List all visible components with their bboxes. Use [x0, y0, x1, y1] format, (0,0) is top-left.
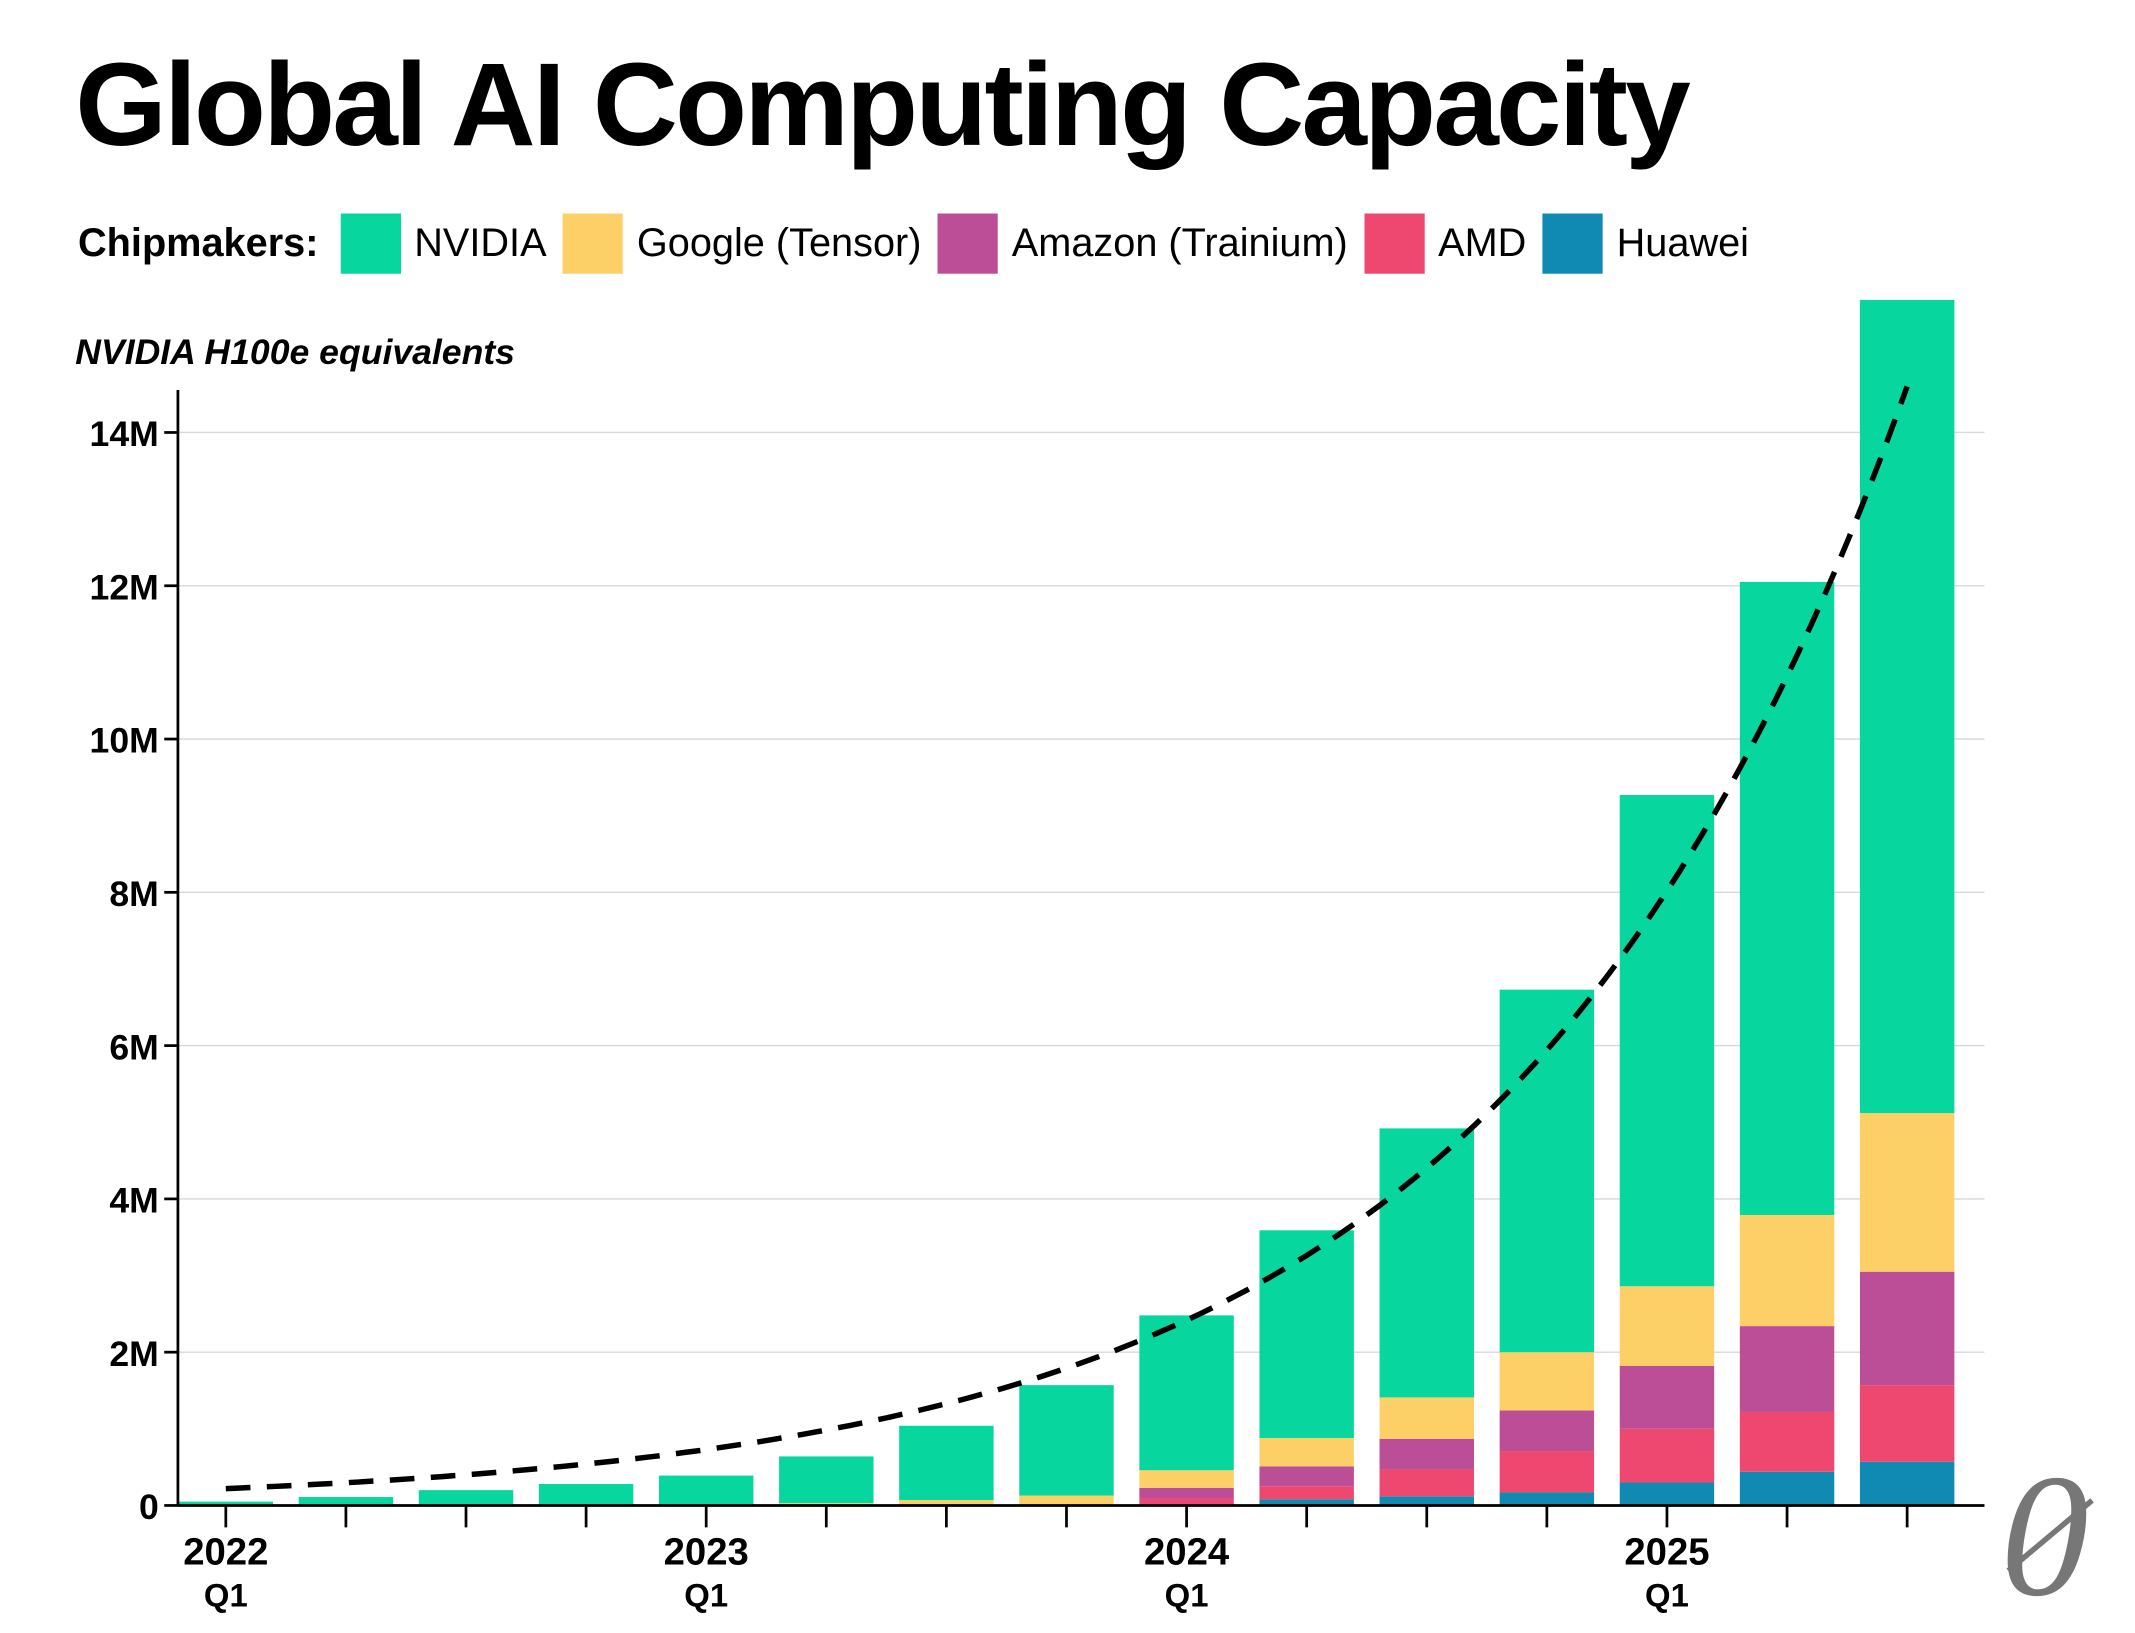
- legend-item: Huawei: [1542, 213, 1750, 274]
- legend-item: AMD: [1364, 213, 1527, 274]
- legend-text: AMD: [1438, 221, 1527, 265]
- bar-segment-amazon-trainium: [1859, 1271, 1955, 1386]
- legend-text: Huawei: [1616, 221, 1750, 265]
- y-tick-label: 14M: [90, 414, 159, 454]
- legend-swatch: [937, 213, 999, 274]
- legend-text: Amazon (Trainium): [1011, 221, 1348, 265]
- bar-segment-nvidia: [1739, 581, 1835, 1215]
- x-tick-label-year: 2025: [1624, 1530, 1709, 1573]
- y-tick-label: 12M: [90, 567, 159, 607]
- bar-segment-huawei: [1739, 1471, 1835, 1506]
- bar-segment-amazon-trainium: [1139, 1487, 1234, 1499]
- y-axis-unit-label: NVIDIA H100e equivalents: [75, 331, 515, 373]
- y-tick-label: 10M: [90, 721, 159, 761]
- legend-item: Google (Tensor): [562, 213, 922, 274]
- x-tick-label-year: 2024: [1144, 1530, 1230, 1573]
- bar-segment-nvidia: [1499, 989, 1595, 1353]
- bar-segment-amazon-trainium: [1259, 1466, 1354, 1487]
- chart-title: Global AI Computing Capacity: [75, 39, 1690, 172]
- x-tick-label-year: 2022: [183, 1530, 268, 1573]
- legend-swatch: [562, 213, 624, 274]
- y-tick-label: 0: [139, 1487, 159, 1527]
- bar-segment-google-tensor: [1019, 1495, 1114, 1506]
- bar-segment-nvidia: [779, 1456, 874, 1504]
- bar-segment-huawei: [1499, 1492, 1595, 1506]
- bar-segment-google-tensor: [1859, 1113, 1955, 1272]
- bar-segment-nvidia: [899, 1425, 994, 1501]
- bar-segment-google-tensor: [1499, 1352, 1595, 1411]
- trend-line: [225, 385, 1910, 1492]
- x-tick-label-quarter: Q1: [1165, 1577, 1209, 1614]
- bar-segment-amazon-trainium: [1739, 1326, 1835, 1412]
- bar-segment-amazon-trainium: [1499, 1410, 1595, 1452]
- bar-segment-amd: [1739, 1411, 1835, 1472]
- bar-segment-amd: [1259, 1486, 1354, 1500]
- legend-text: NVIDIA: [414, 221, 547, 265]
- bar-segment-nvidia: [1139, 1315, 1234, 1471]
- legend-item: NVIDIA: [340, 213, 547, 274]
- y-tick-label: 4M: [109, 1181, 158, 1221]
- bar-segment-nvidia: [1619, 794, 1715, 1287]
- bar-segment-amazon-trainium: [1619, 1365, 1715, 1429]
- legend-swatch: [340, 213, 401, 274]
- x-tick-label-quarter: Q1: [204, 1577, 248, 1614]
- bar-segment-nvidia: [658, 1475, 754, 1505]
- y-tick-label: 8M: [109, 874, 158, 914]
- legend-item: Amazon (Trainium): [937, 213, 1348, 274]
- bar-segment-nvidia: [1259, 1230, 1354, 1439]
- bar-segment-google-tensor: [1619, 1286, 1715, 1366]
- bar-segment-nvidia: [298, 1497, 394, 1506]
- y-tick-label: 2M: [109, 1334, 158, 1374]
- bar-segment-amazon-trainium: [1379, 1438, 1474, 1470]
- bar-segment-google-tensor: [1739, 1214, 1835, 1327]
- bar-segment-nvidia: [1859, 299, 1955, 1114]
- bar-segment-huawei: [1619, 1482, 1715, 1506]
- bar-segment-nvidia: [1019, 1385, 1114, 1496]
- bar-segment-amd: [1619, 1428, 1715, 1483]
- legend-text: Google (Tensor): [636, 221, 922, 265]
- bar-segment-google-tensor: [899, 1500, 994, 1506]
- bar-segment-amd: [1499, 1451, 1595, 1493]
- legend-label: Chipmakers:: [78, 221, 319, 265]
- bar-segment-nvidia: [178, 1501, 274, 1506]
- bar-segment-google-tensor: [1139, 1470, 1234, 1488]
- bar-segment-google-tensor: [1259, 1438, 1354, 1467]
- x-tick-label-quarter: Q1: [1645, 1577, 1689, 1614]
- y-tick-label: 6M: [109, 1027, 158, 1067]
- legend-swatch: [1364, 213, 1425, 274]
- bar-segment-nvidia: [418, 1490, 514, 1506]
- bar-segment-amd: [1139, 1498, 1234, 1505]
- bar-segment-nvidia: [1379, 1128, 1474, 1398]
- legend-swatch: [1542, 213, 1603, 274]
- bar-segment-huawei: [1379, 1496, 1474, 1506]
- bar-segment-huawei: [1859, 1461, 1955, 1506]
- bar-segment-amd: [1379, 1469, 1474, 1497]
- legend: Chipmakers: NVIDIA Google (Tensor) Amazon …: [78, 213, 1765, 274]
- bar-segment-google-tensor: [1379, 1397, 1474, 1439]
- x-tick-label-quarter: Q1: [684, 1577, 728, 1614]
- bar-segment-nvidia: [538, 1484, 634, 1506]
- x-tick-label-year: 2023: [664, 1530, 749, 1573]
- bar-segment-huawei: [1259, 1499, 1354, 1506]
- bar-segment-amd: [1859, 1385, 1955, 1462]
